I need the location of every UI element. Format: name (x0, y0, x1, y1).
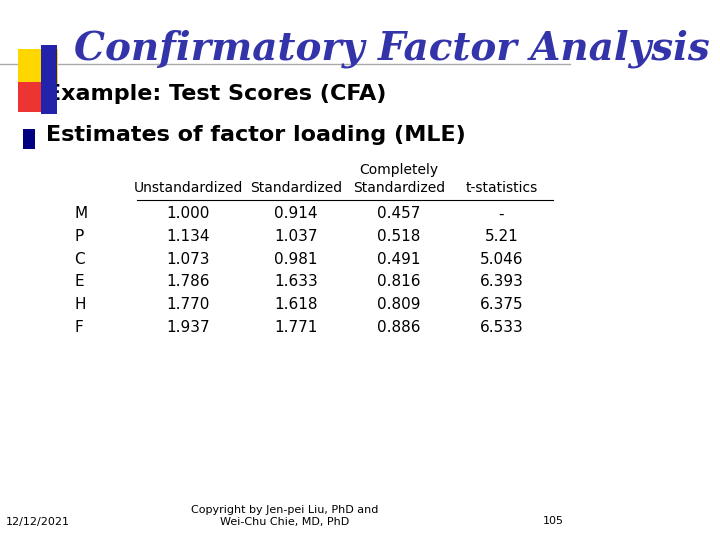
Text: M: M (74, 206, 87, 221)
Text: 1.786: 1.786 (166, 274, 210, 289)
Text: Confirmatory Factor Analysis: Confirmatory Factor Analysis (74, 30, 710, 68)
Text: 1.000: 1.000 (166, 206, 210, 221)
Text: 1.618: 1.618 (274, 297, 318, 312)
Text: 1.134: 1.134 (166, 229, 210, 244)
Text: 1.073: 1.073 (166, 252, 210, 267)
Text: 0.457: 0.457 (377, 206, 420, 221)
Text: E: E (74, 274, 84, 289)
Text: F: F (74, 320, 83, 335)
Text: 1.633: 1.633 (274, 274, 318, 289)
Text: 5.046: 5.046 (480, 252, 523, 267)
Bar (23, 89, 35, 108)
Text: Completely: Completely (359, 163, 438, 177)
Text: C: C (74, 252, 85, 267)
Text: 0.886: 0.886 (377, 320, 420, 335)
Text: Unstandardized: Unstandardized (133, 181, 243, 195)
Text: Copyright by Jen-pei Liu, PhD and
Wei-Chu Chie, MD, PhD: Copyright by Jen-pei Liu, PhD and Wei-Ch… (192, 505, 379, 526)
Text: Standardized: Standardized (250, 181, 342, 195)
Text: 105: 105 (543, 516, 564, 526)
Text: 1.937: 1.937 (166, 320, 210, 335)
Text: 0.491: 0.491 (377, 252, 420, 267)
Text: Estimates of factor loading (MLE): Estimates of factor loading (MLE) (45, 125, 465, 145)
Text: Example: Test Scores (CFA): Example: Test Scores (CFA) (45, 84, 386, 105)
Text: 1.037: 1.037 (274, 229, 318, 244)
Text: 0.518: 0.518 (377, 229, 420, 244)
Text: 0.914: 0.914 (274, 206, 318, 221)
Text: 6.393: 6.393 (480, 274, 523, 289)
Text: 0.981: 0.981 (274, 252, 318, 267)
Text: Standardized: Standardized (353, 181, 445, 195)
Text: 5.21: 5.21 (485, 229, 518, 244)
Text: H: H (74, 297, 86, 312)
Text: 0.816: 0.816 (377, 274, 420, 289)
Text: 1.770: 1.770 (166, 297, 210, 312)
Text: 0.809: 0.809 (377, 297, 420, 312)
Text: 6.533: 6.533 (480, 320, 523, 335)
Text: t-statistics: t-statistics (465, 181, 537, 195)
Text: 6.375: 6.375 (480, 297, 523, 312)
Text: 1.771: 1.771 (274, 320, 318, 335)
Text: -: - (498, 206, 504, 221)
Bar (23, 129, 35, 149)
Text: P: P (74, 229, 84, 244)
Text: 12/12/2021: 12/12/2021 (6, 516, 70, 526)
